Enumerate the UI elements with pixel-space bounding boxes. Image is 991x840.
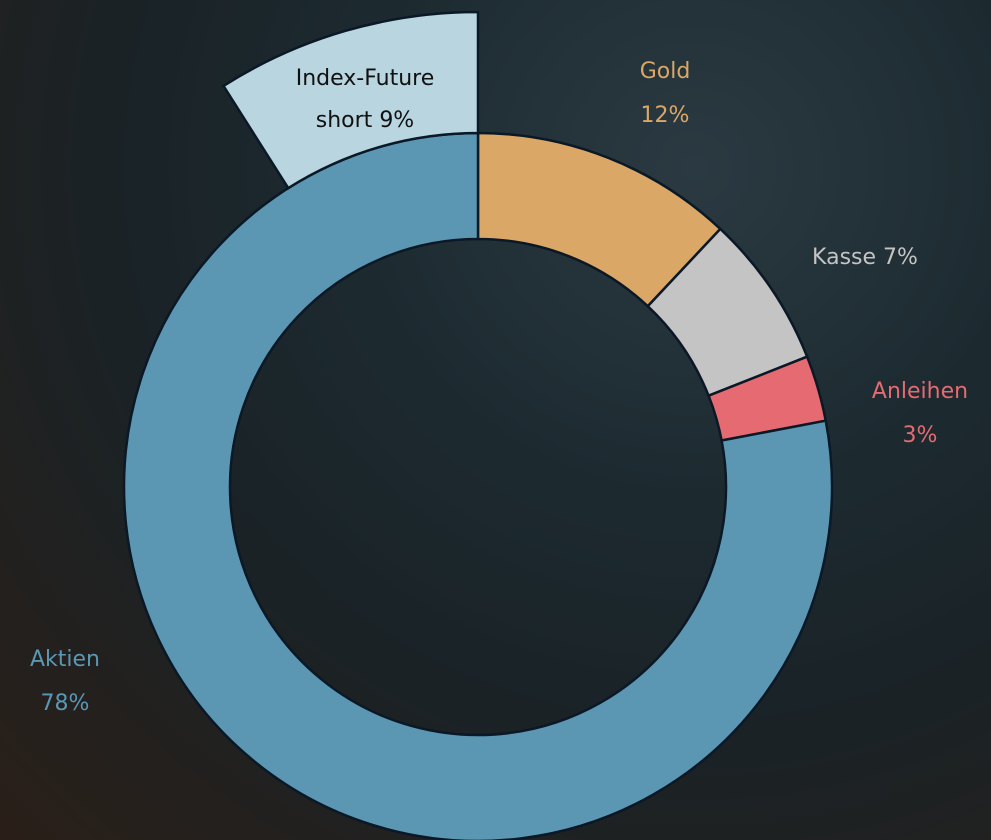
value-label: 7% bbox=[883, 245, 918, 270]
category-name: Kasse bbox=[812, 245, 877, 270]
slice-label: Kasse 7% bbox=[812, 236, 918, 280]
slice-label: Gold 12% bbox=[640, 50, 691, 138]
category-name: Aktien bbox=[29, 647, 101, 672]
category-name: Anleihen bbox=[871, 379, 969, 404]
value-label: 3% bbox=[902, 423, 938, 448]
slice-label: Aktien 78% bbox=[30, 638, 100, 726]
value-label: 78% bbox=[40, 691, 90, 716]
slice bbox=[221, 10, 480, 190]
slice-label: Anleihen 3% bbox=[872, 370, 968, 458]
value-label: 9% bbox=[379, 108, 415, 133]
category-name: Gold bbox=[639, 59, 691, 84]
value-label: 12% bbox=[640, 103, 690, 128]
category-name: Index-Future short bbox=[295, 66, 435, 133]
slice-label: Index-Future short 9% bbox=[290, 58, 440, 142]
